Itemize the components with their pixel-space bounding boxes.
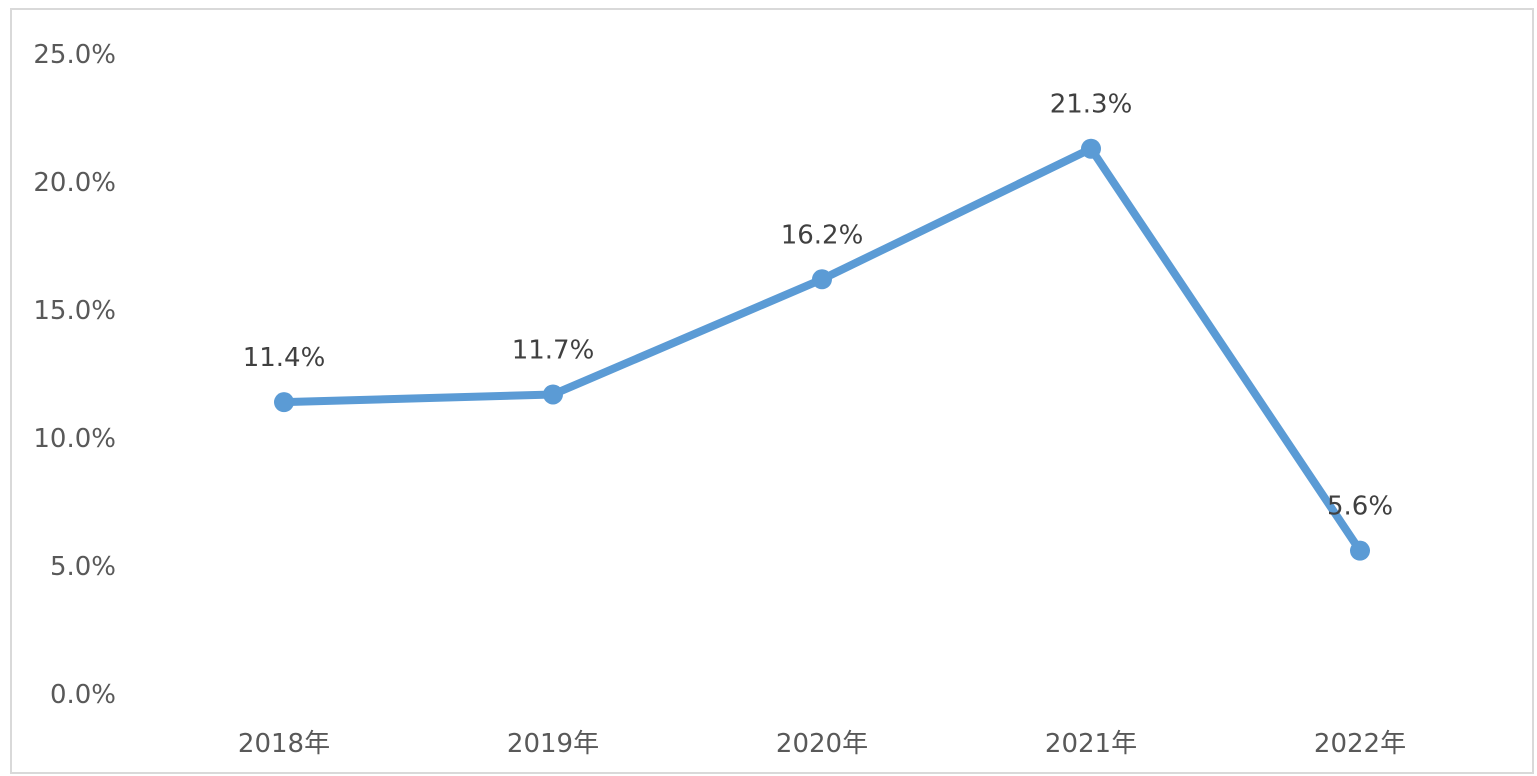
data-label: 11.7% bbox=[512, 335, 595, 365]
series-line-group bbox=[280, 144, 1364, 555]
data-label: 21.3% bbox=[1050, 90, 1133, 120]
x-tick-label: 2022年 bbox=[1314, 729, 1406, 759]
data-label: 5.6% bbox=[1327, 492, 1393, 522]
y-tick-label: 15.0% bbox=[33, 296, 116, 326]
data-labels-group: 11.4% 11.7% 16.2% 21.3% 5.6% bbox=[243, 90, 1393, 522]
data-point bbox=[812, 269, 832, 290]
data-label: 11.4% bbox=[243, 343, 326, 373]
x-tick-label: 2021年 bbox=[1045, 729, 1137, 759]
data-points-group bbox=[274, 138, 1370, 561]
data-label: 16.2% bbox=[781, 220, 864, 250]
y-tick-label: 10.0% bbox=[33, 424, 116, 454]
data-point bbox=[1350, 540, 1370, 561]
y-tick-label: 0.0% bbox=[50, 680, 116, 710]
y-tick-label: 5.0% bbox=[50, 552, 116, 582]
y-axis-tick-labels: 0.0% 5.0% 10.0% 15.0% 20.0% 25.0% bbox=[33, 40, 116, 710]
x-tick-label: 2018年 bbox=[238, 729, 330, 759]
y-tick-label: 25.0% bbox=[33, 40, 116, 70]
series-line bbox=[280, 144, 1364, 555]
x-tick-label: 2019年 bbox=[507, 729, 599, 759]
y-tick-label: 20.0% bbox=[33, 168, 116, 198]
data-point bbox=[543, 384, 563, 405]
data-point bbox=[1081, 138, 1101, 159]
data-point bbox=[274, 392, 294, 413]
x-tick-label: 2020年 bbox=[776, 729, 868, 759]
x-axis-tick-labels: 2018年 2019年 2020年 2021年 2022年 bbox=[238, 729, 1406, 759]
chart-frame bbox=[10, 8, 1534, 774]
